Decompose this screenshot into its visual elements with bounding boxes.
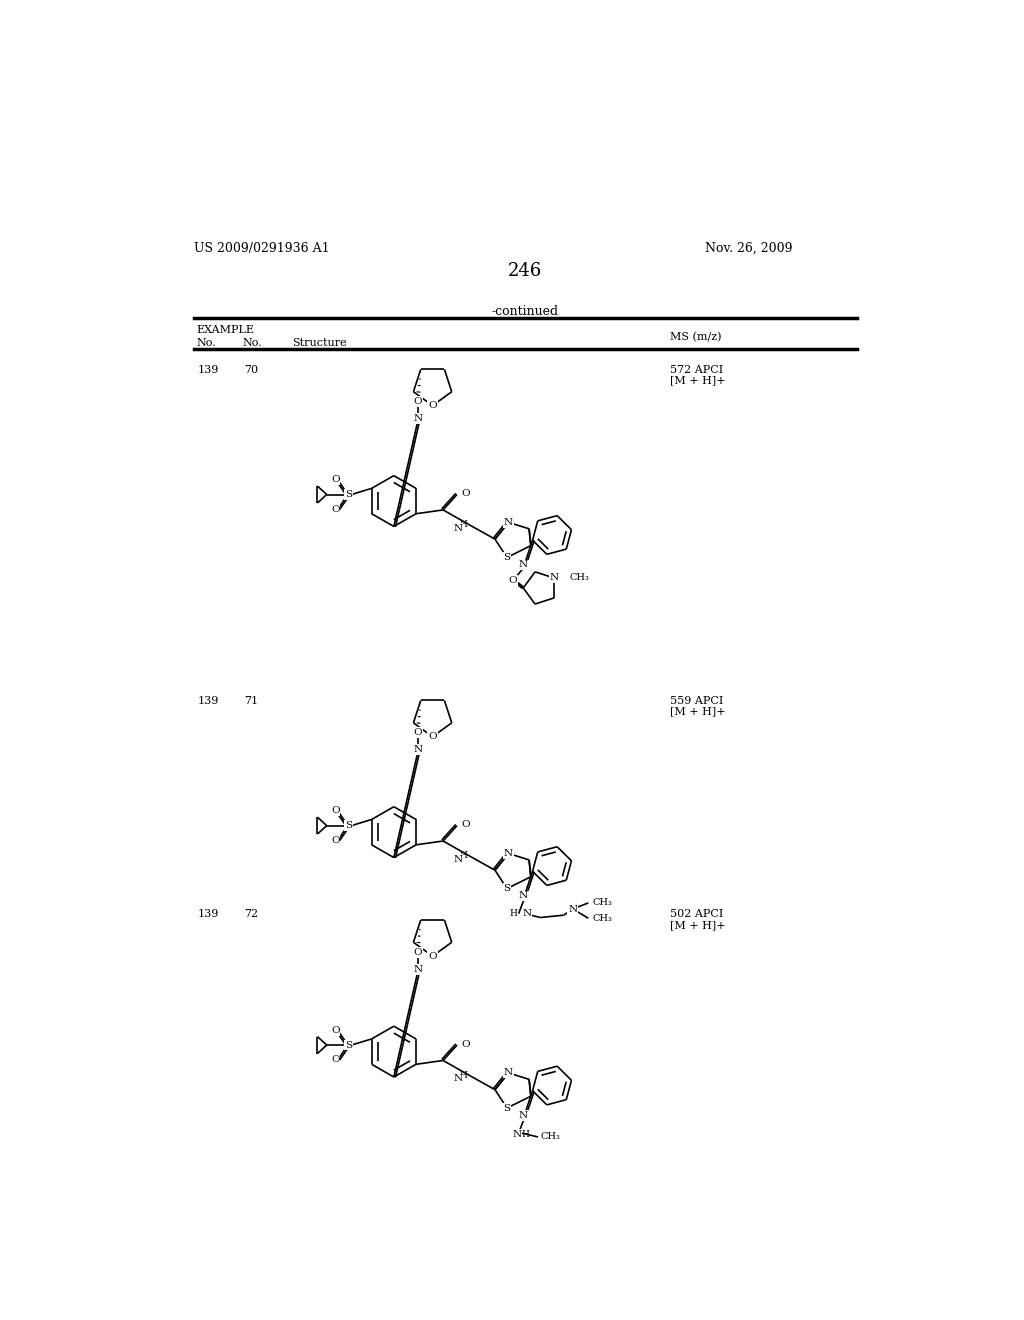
Text: Structure: Structure <box>292 338 347 347</box>
Text: N: N <box>413 414 422 424</box>
Text: 572 APCI: 572 APCI <box>671 364 724 375</box>
Text: H: H <box>459 520 467 529</box>
Text: N: N <box>454 524 463 533</box>
Text: O: O <box>331 1026 340 1035</box>
Text: N: N <box>519 1111 527 1119</box>
Text: 70: 70 <box>245 364 258 375</box>
Text: O: O <box>331 475 340 484</box>
Text: N: N <box>413 965 422 974</box>
Text: O: O <box>331 1055 340 1064</box>
Text: MS (m/z): MS (m/z) <box>671 331 722 342</box>
Text: O: O <box>428 401 437 411</box>
Text: N: N <box>568 904 578 913</box>
Text: N: N <box>550 573 559 582</box>
Text: N: N <box>504 1068 513 1077</box>
Text: CH₃: CH₃ <box>541 1133 560 1142</box>
Text: 559 APCI: 559 APCI <box>671 696 724 706</box>
Text: N: N <box>504 849 513 858</box>
Text: CH₃: CH₃ <box>569 573 590 582</box>
Text: N: N <box>512 1130 521 1139</box>
Text: O: O <box>414 397 422 407</box>
Text: Nov. 26, 2009: Nov. 26, 2009 <box>706 242 793 255</box>
Text: N: N <box>413 746 422 754</box>
Text: [M + H]+: [M + H]+ <box>671 706 726 717</box>
Text: N: N <box>519 561 527 569</box>
Text: N: N <box>454 855 463 865</box>
Text: N: N <box>454 1074 463 1084</box>
Text: CH₃: CH₃ <box>592 899 612 907</box>
Text: 71: 71 <box>245 696 258 706</box>
Text: H: H <box>521 1130 529 1139</box>
Text: O: O <box>331 504 340 513</box>
Text: 139: 139 <box>198 909 219 919</box>
Text: H: H <box>459 851 467 861</box>
Text: S: S <box>504 884 511 894</box>
Text: N: N <box>522 909 531 919</box>
Text: O: O <box>461 490 470 498</box>
Text: EXAMPLE: EXAMPLE <box>197 325 254 335</box>
Text: O: O <box>461 820 470 829</box>
Text: S: S <box>504 1104 511 1113</box>
Text: O: O <box>428 952 437 961</box>
Text: O: O <box>414 948 422 957</box>
Text: No.: No. <box>197 338 216 347</box>
Text: S: S <box>345 490 352 499</box>
Text: S: S <box>345 1040 352 1049</box>
Text: [M + H]+: [M + H]+ <box>671 920 726 929</box>
Text: O: O <box>461 1040 470 1049</box>
Text: S: S <box>345 821 352 830</box>
Text: -continued: -continued <box>492 305 558 318</box>
Text: 72: 72 <box>245 909 258 919</box>
Text: O: O <box>428 733 437 741</box>
Text: 246: 246 <box>508 263 542 280</box>
Text: H: H <box>459 1071 467 1080</box>
Text: O: O <box>414 729 422 738</box>
Text: N: N <box>504 517 513 527</box>
Text: O: O <box>331 807 340 816</box>
Text: N: N <box>519 891 527 900</box>
Text: 139: 139 <box>198 364 219 375</box>
Text: H: H <box>509 909 517 919</box>
Text: 139: 139 <box>198 696 219 706</box>
Text: S: S <box>504 553 511 562</box>
Text: No.: No. <box>243 338 262 347</box>
Text: O: O <box>331 836 340 845</box>
Text: [M + H]+: [M + H]+ <box>671 376 726 385</box>
Text: O: O <box>509 576 517 585</box>
Text: 502 APCI: 502 APCI <box>671 909 724 919</box>
Text: US 2009/0291936 A1: US 2009/0291936 A1 <box>194 242 330 255</box>
Text: CH₃: CH₃ <box>592 913 612 923</box>
